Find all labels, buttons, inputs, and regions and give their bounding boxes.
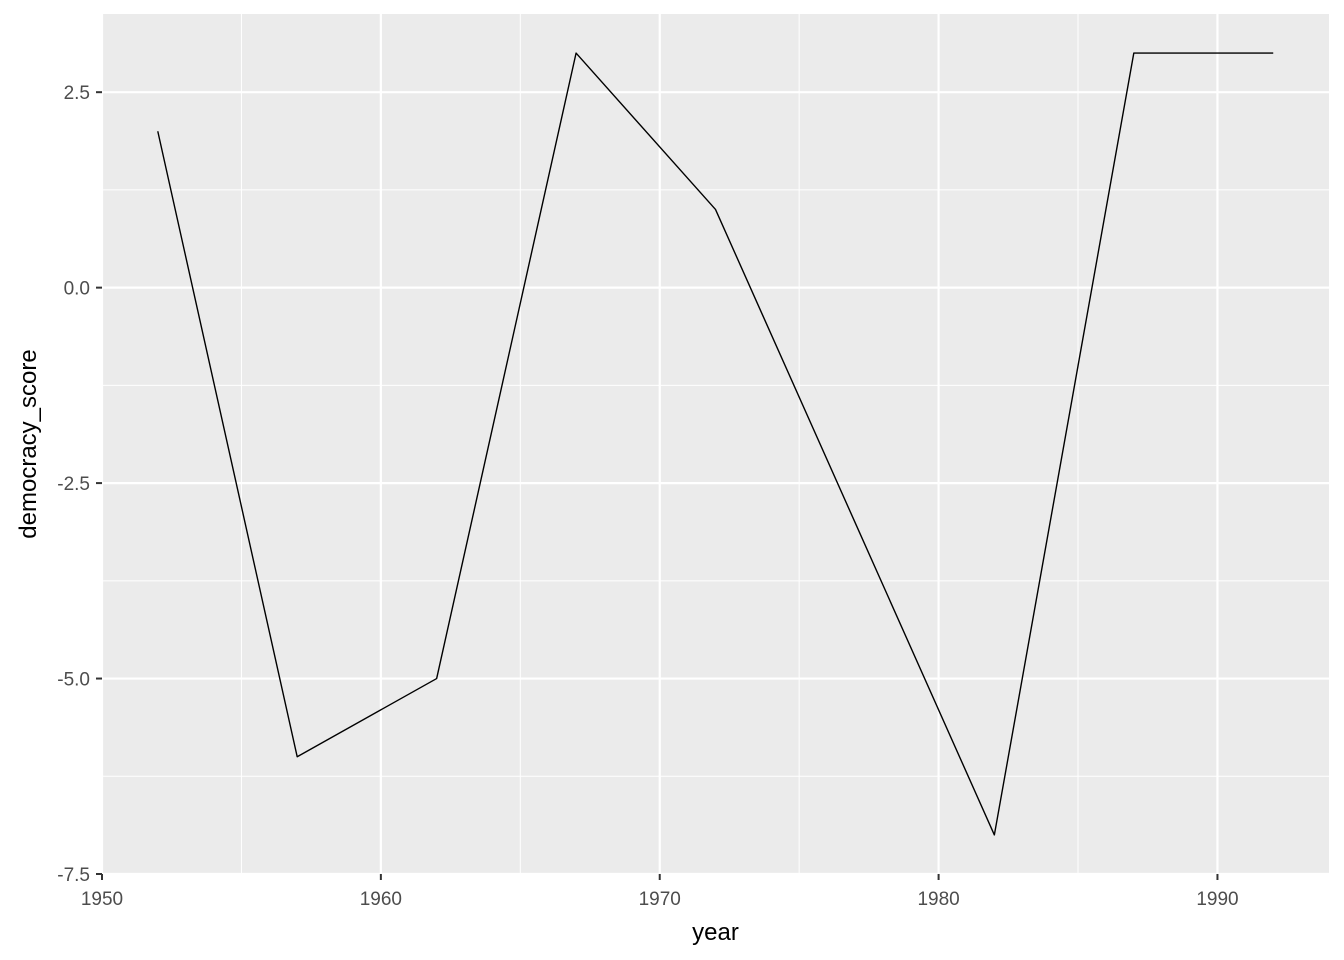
major-gridlines (100, 14, 1329, 876)
x-tick-label: 1990 (1196, 889, 1238, 910)
minor-gridlines (102, 14, 1329, 874)
x-axis: 1950 1960 1970 1980 1990 (81, 874, 1239, 910)
plot-panel (102, 14, 1329, 874)
x-tick-label: 1960 (360, 889, 402, 910)
x-tick-label: 1980 (917, 889, 959, 910)
y-tick-label: 0.0 (64, 279, 90, 300)
y-tick-label: -5.0 (57, 670, 90, 691)
x-tick-label: 1950 (81, 889, 123, 910)
y-tick-label: -7.5 (57, 865, 90, 886)
y-tick-label: 2.5 (64, 83, 90, 104)
y-axis-title: democracy_score (15, 349, 42, 538)
x-tick-label: 1970 (639, 889, 681, 910)
x-axis-title: year (692, 919, 739, 946)
series-layer (157, 52, 1274, 836)
y-tick-label: -2.5 (57, 474, 90, 495)
series-line (157, 52, 1274, 836)
y-axis: -7.5 -5.0 -2.5 0.0 2.5 (57, 83, 102, 886)
